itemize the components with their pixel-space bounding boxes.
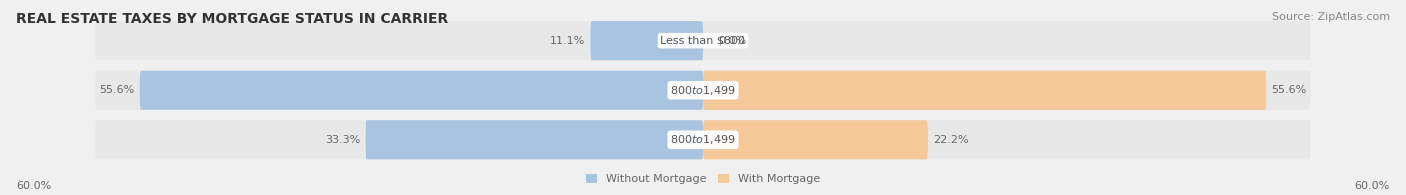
FancyBboxPatch shape: [366, 120, 703, 159]
Text: 55.6%: 55.6%: [1271, 85, 1306, 95]
FancyBboxPatch shape: [139, 71, 703, 110]
FancyBboxPatch shape: [703, 120, 928, 159]
Text: $800 to $1,499: $800 to $1,499: [671, 133, 735, 146]
FancyBboxPatch shape: [703, 71, 1267, 110]
Text: 0.0%: 0.0%: [718, 36, 747, 46]
Text: 60.0%: 60.0%: [1354, 182, 1389, 191]
Text: 55.6%: 55.6%: [100, 85, 135, 95]
Text: Source: ZipAtlas.com: Source: ZipAtlas.com: [1271, 12, 1389, 22]
FancyBboxPatch shape: [96, 71, 1310, 110]
Text: $800 to $1,499: $800 to $1,499: [671, 84, 735, 97]
FancyBboxPatch shape: [96, 21, 1310, 60]
Text: 11.1%: 11.1%: [550, 36, 585, 46]
FancyBboxPatch shape: [591, 21, 703, 60]
Text: 22.2%: 22.2%: [934, 135, 969, 145]
FancyBboxPatch shape: [96, 120, 1310, 159]
Text: REAL ESTATE TAXES BY MORTGAGE STATUS IN CARRIER: REAL ESTATE TAXES BY MORTGAGE STATUS IN …: [17, 12, 449, 26]
Text: 33.3%: 33.3%: [325, 135, 361, 145]
Text: 60.0%: 60.0%: [17, 182, 52, 191]
Legend: Without Mortgage, With Mortgage: Without Mortgage, With Mortgage: [586, 174, 820, 184]
Text: Less than $800: Less than $800: [661, 36, 745, 46]
